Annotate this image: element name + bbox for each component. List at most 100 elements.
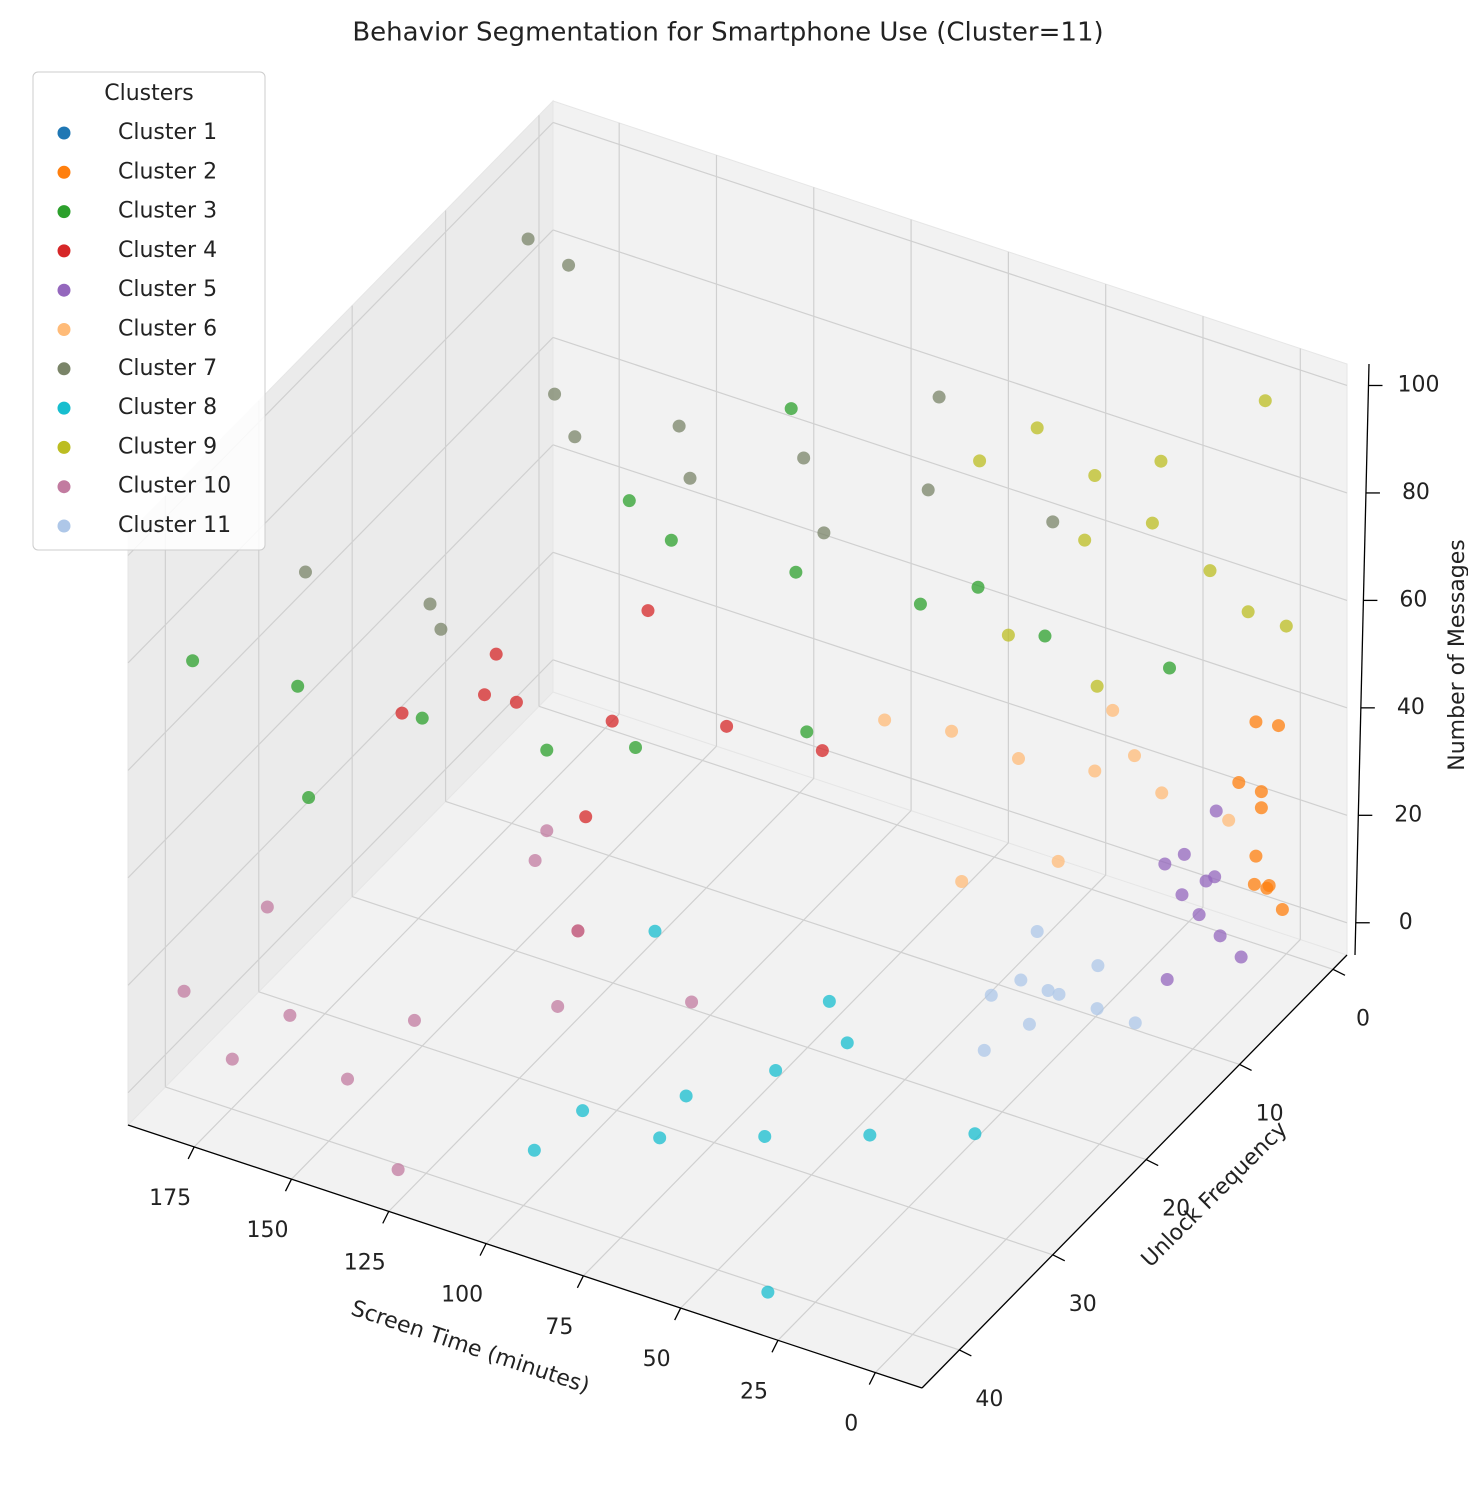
legend-label: Cluster 7 <box>118 356 217 381</box>
point <box>784 402 798 416</box>
y-tick-label: 30 <box>1069 1292 1097 1317</box>
point <box>341 1072 355 1086</box>
y-tick <box>1052 1254 1066 1262</box>
point <box>521 232 535 246</box>
grid-line <box>552 229 1348 494</box>
legend-label: Cluster 5 <box>118 277 217 302</box>
point <box>1249 715 1263 729</box>
grid-line <box>351 896 1147 1161</box>
point <box>685 995 699 1009</box>
point <box>527 1143 541 1157</box>
chart-title: Behavior Segmentation for Smartphone Use… <box>352 18 1103 48</box>
point <box>1275 903 1289 917</box>
x-tick-label: 125 <box>344 1250 386 1275</box>
point <box>822 994 836 1008</box>
point <box>1241 605 1255 619</box>
grid-line <box>680 874 1107 1309</box>
point <box>913 597 927 611</box>
point <box>568 430 582 444</box>
x-tick <box>868 1372 876 1385</box>
point <box>679 1089 693 1103</box>
x-axis-line <box>127 1124 923 1389</box>
point <box>971 580 985 594</box>
point <box>1209 804 1223 818</box>
point <box>225 1052 239 1066</box>
point <box>1158 857 1172 871</box>
grid-line <box>552 444 1348 709</box>
point <box>1177 847 1191 861</box>
point <box>769 1063 783 1077</box>
legend-marker <box>57 283 71 297</box>
y-tick <box>959 1349 972 1357</box>
x-tick-label: 150 <box>246 1218 288 1243</box>
point <box>1088 764 1102 778</box>
y-tick-label: 10 <box>1256 1101 1284 1126</box>
point <box>984 988 998 1002</box>
grid-line <box>127 551 554 986</box>
point <box>1154 454 1168 468</box>
point <box>720 719 734 733</box>
y-tick <box>1239 1063 1252 1072</box>
z-axis-label: Number of Messages <box>1445 539 1468 770</box>
point <box>1090 1002 1104 1016</box>
x-tick-label: 0 <box>844 1412 858 1437</box>
point <box>840 1036 854 1050</box>
point <box>863 1128 877 1142</box>
legend-label: Cluster 6 <box>118 317 217 342</box>
z-tick-label: 20 <box>1394 802 1422 827</box>
point <box>789 565 803 579</box>
x-tick-label: 50 <box>643 1347 671 1372</box>
y-tick-label: 40 <box>975 1387 1003 1412</box>
point <box>1078 533 1092 547</box>
point <box>1155 786 1169 800</box>
point <box>1038 629 1052 643</box>
grid-line <box>552 121 1348 387</box>
point <box>672 419 686 433</box>
point <box>622 494 636 508</box>
point <box>528 853 542 867</box>
point <box>291 679 305 693</box>
point <box>932 390 946 404</box>
point <box>1128 1016 1142 1030</box>
grid-line <box>127 444 554 879</box>
legend-box <box>32 71 266 551</box>
point <box>260 900 274 914</box>
point <box>1175 888 1189 902</box>
point <box>579 810 593 824</box>
point <box>641 604 655 618</box>
point <box>605 714 619 728</box>
point <box>1041 983 1055 997</box>
legend: Clusters Cluster 1 Cluster 2 Cluster 3 Clus… <box>32 71 266 551</box>
point <box>177 984 191 998</box>
y-tick <box>1145 1159 1159 1167</box>
point <box>540 824 554 838</box>
point <box>423 597 437 611</box>
point <box>509 695 523 709</box>
y-tick <box>1332 968 1346 976</box>
point <box>955 874 969 888</box>
y-tick-label: 20 <box>1162 1197 1190 1222</box>
point <box>1222 813 1236 827</box>
point <box>653 1131 667 1145</box>
legend-marker <box>57 126 71 140</box>
x-tick <box>187 1146 195 1160</box>
point <box>434 622 448 636</box>
grid-line <box>552 551 1348 816</box>
point <box>395 706 409 720</box>
legend-label: Cluster 9 <box>118 434 217 459</box>
y-axis-line <box>921 954 1348 1389</box>
x-axis-label: Screen Time (minutes) <box>348 1296 593 1399</box>
legend-marker <box>57 205 71 219</box>
point <box>683 471 697 485</box>
x-tick <box>284 1178 293 1192</box>
point <box>551 999 565 1013</box>
x-tick-label: 25 <box>740 1379 768 1404</box>
point <box>629 740 643 754</box>
point <box>1203 564 1217 578</box>
x-tick-label: 75 <box>545 1315 573 1340</box>
point <box>800 725 814 739</box>
point <box>1091 959 1105 973</box>
point <box>540 743 554 757</box>
x-tick <box>382 1211 390 1224</box>
point <box>1145 516 1159 530</box>
